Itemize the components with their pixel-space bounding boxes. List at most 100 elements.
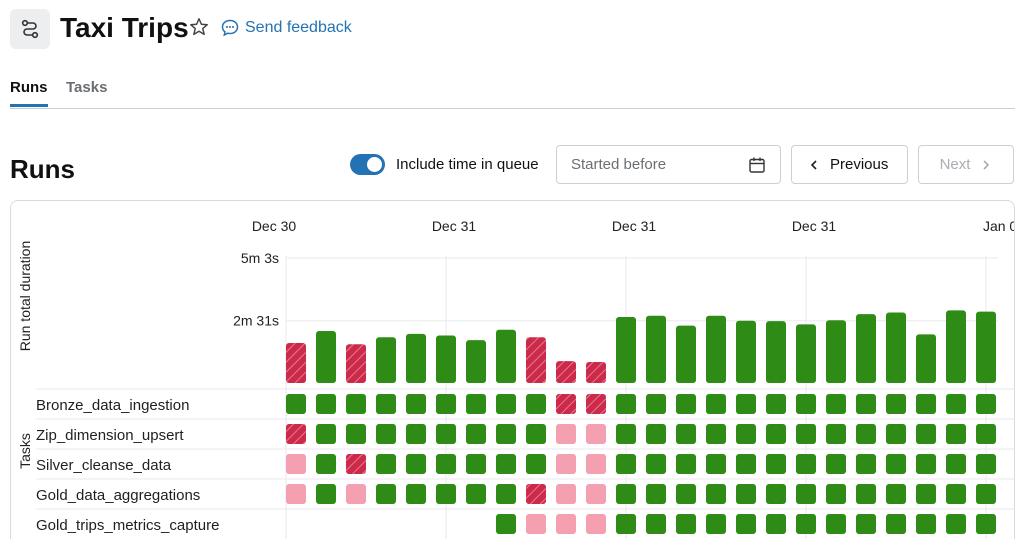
task-status-cell[interactable] (526, 454, 546, 474)
run-duration-bar[interactable] (916, 334, 936, 383)
task-status-cell[interactable] (286, 424, 306, 444)
task-status-cell[interactable] (826, 484, 846, 504)
previous-button[interactable]: Previous (791, 145, 908, 184)
task-status-cell[interactable] (376, 454, 396, 474)
task-status-cell[interactable] (916, 484, 936, 504)
task-status-cell[interactable] (706, 514, 726, 534)
run-duration-bar[interactable] (826, 320, 846, 383)
run-duration-bar[interactable] (676, 325, 696, 383)
task-status-cell[interactable] (436, 424, 456, 444)
run-duration-bar[interactable] (466, 340, 486, 383)
task-status-cell[interactable] (586, 514, 606, 534)
run-duration-bar[interactable] (316, 331, 336, 383)
task-status-cell[interactable] (796, 454, 816, 474)
task-status-cell[interactable] (676, 514, 696, 534)
run-duration-bar[interactable] (346, 344, 366, 383)
task-status-cell[interactable] (976, 424, 996, 444)
task-status-cell[interactable] (316, 394, 336, 414)
task-status-cell[interactable] (736, 514, 756, 534)
task-status-cell[interactable] (406, 484, 426, 504)
task-status-cell[interactable] (616, 484, 636, 504)
task-status-cell[interactable] (856, 454, 876, 474)
task-status-cell[interactable] (796, 484, 816, 504)
task-status-cell[interactable] (646, 394, 666, 414)
task-status-cell[interactable] (466, 484, 486, 504)
task-status-cell[interactable] (616, 454, 636, 474)
task-status-cell[interactable] (496, 484, 516, 504)
task-status-cell[interactable] (886, 484, 906, 504)
task-status-cell[interactable] (286, 454, 306, 474)
task-status-cell[interactable] (646, 484, 666, 504)
task-status-cell[interactable] (556, 454, 576, 474)
task-status-cell[interactable] (466, 424, 486, 444)
task-status-cell[interactable] (676, 484, 696, 504)
task-status-cell[interactable] (646, 514, 666, 534)
task-status-cell[interactable] (436, 484, 456, 504)
task-status-cell[interactable] (976, 454, 996, 474)
task-status-cell[interactable] (586, 424, 606, 444)
task-status-cell[interactable] (526, 484, 546, 504)
task-status-cell[interactable] (406, 394, 426, 414)
task-status-cell[interactable] (766, 394, 786, 414)
task-status-cell[interactable] (496, 424, 516, 444)
task-status-cell[interactable] (856, 424, 876, 444)
star-icon[interactable] (188, 16, 210, 38)
task-status-cell[interactable] (826, 394, 846, 414)
task-status-cell[interactable] (946, 484, 966, 504)
task-status-cell[interactable] (406, 424, 426, 444)
task-status-cell[interactable] (316, 424, 336, 444)
task-status-cell[interactable] (736, 484, 756, 504)
task-status-cell[interactable] (616, 514, 636, 534)
task-status-cell[interactable] (826, 514, 846, 534)
task-status-cell[interactable] (886, 454, 906, 474)
task-status-cell[interactable] (946, 454, 966, 474)
task-status-cell[interactable] (766, 484, 786, 504)
task-status-cell[interactable] (916, 424, 936, 444)
task-status-cell[interactable] (496, 514, 516, 534)
task-status-cell[interactable] (736, 394, 756, 414)
run-duration-bar[interactable] (976, 311, 996, 383)
task-status-cell[interactable] (466, 394, 486, 414)
task-status-cell[interactable] (886, 514, 906, 534)
task-status-cell[interactable] (676, 424, 696, 444)
task-status-cell[interactable] (526, 514, 546, 534)
run-duration-bar[interactable] (586, 361, 606, 383)
task-status-cell[interactable] (886, 394, 906, 414)
run-duration-bar[interactable] (646, 315, 666, 383)
tab-runs[interactable]: Runs (10, 79, 48, 107)
run-duration-bar[interactable] (526, 337, 546, 383)
task-status-cell[interactable] (376, 484, 396, 504)
task-status-cell[interactable] (436, 394, 456, 414)
task-status-cell[interactable] (346, 394, 366, 414)
task-status-cell[interactable] (946, 394, 966, 414)
task-status-cell[interactable] (796, 514, 816, 534)
task-status-cell[interactable] (736, 424, 756, 444)
task-status-cell[interactable] (946, 514, 966, 534)
task-status-cell[interactable] (826, 424, 846, 444)
calendar-icon[interactable] (748, 156, 766, 174)
task-status-cell[interactable] (856, 484, 876, 504)
task-status-cell[interactable] (526, 424, 546, 444)
task-status-cell[interactable] (646, 454, 666, 474)
task-status-cell[interactable] (856, 394, 876, 414)
task-status-cell[interactable] (676, 394, 696, 414)
task-status-cell[interactable] (676, 454, 696, 474)
run-duration-bar[interactable] (766, 321, 786, 383)
run-duration-bar[interactable] (436, 335, 456, 383)
task-status-cell[interactable] (586, 484, 606, 504)
task-status-cell[interactable] (556, 424, 576, 444)
task-status-cell[interactable] (796, 424, 816, 444)
run-duration-bar[interactable] (406, 333, 426, 383)
tab-tasks[interactable]: Tasks (66, 79, 108, 96)
run-duration-bar[interactable] (376, 337, 396, 383)
task-status-cell[interactable] (766, 514, 786, 534)
task-status-cell[interactable] (736, 454, 756, 474)
task-status-cell[interactable] (466, 454, 486, 474)
task-status-cell[interactable] (316, 484, 336, 504)
task-status-cell[interactable] (316, 454, 336, 474)
task-status-cell[interactable] (916, 514, 936, 534)
task-status-cell[interactable] (556, 484, 576, 504)
task-status-cell[interactable] (406, 454, 426, 474)
task-status-cell[interactable] (976, 484, 996, 504)
task-status-cell[interactable] (946, 424, 966, 444)
